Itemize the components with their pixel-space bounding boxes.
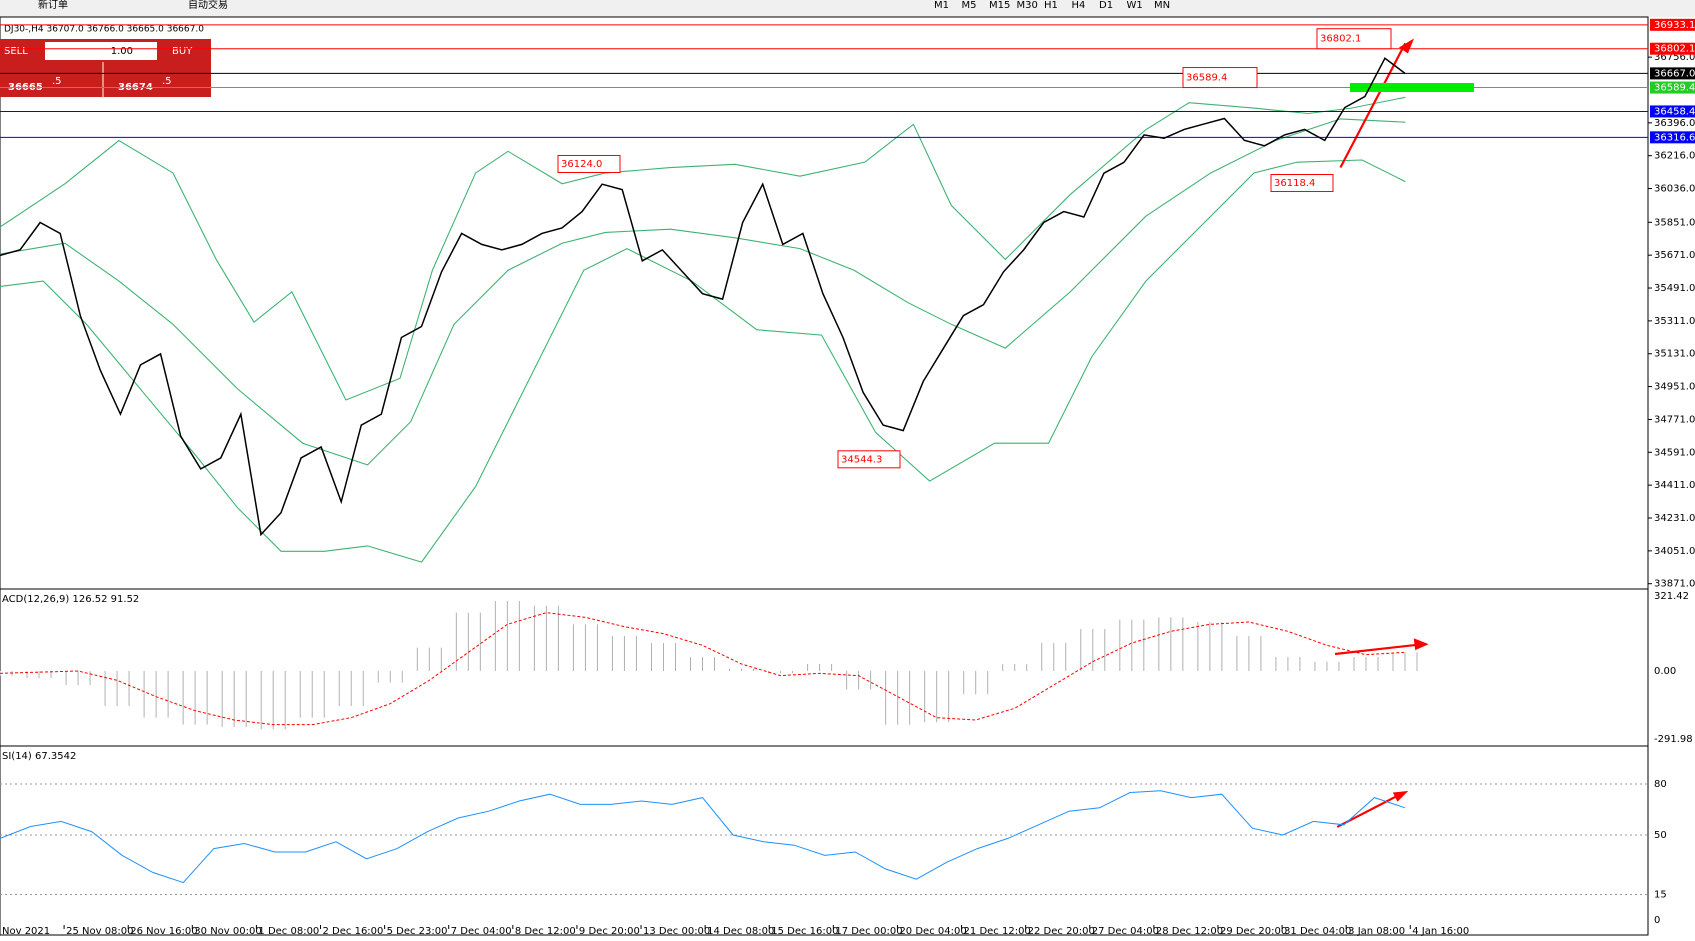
annotation-label: 34544.3 bbox=[841, 454, 882, 465]
time-label: 25 Nov 08:00 bbox=[66, 926, 133, 937]
price-level-label: 36589.4 bbox=[1654, 83, 1695, 94]
rsi-tick: 15 bbox=[1654, 890, 1667, 901]
price-level-tag bbox=[1650, 105, 1695, 118]
price-label: 33871.0 bbox=[1654, 579, 1695, 590]
price-label: 34771.0 bbox=[1654, 414, 1695, 425]
rsi-line bbox=[0, 790, 1406, 884]
timeframe-button[interactable]: M15 bbox=[989, 0, 1010, 11]
price-label: 36036.0 bbox=[1654, 184, 1695, 195]
timeframe-button[interactable]: M5 bbox=[962, 0, 977, 11]
rsi-tick: 50 bbox=[1654, 830, 1667, 841]
macd-label: ACD(12,26,9) 126.52 91.52 bbox=[2, 594, 139, 605]
time-label: 13 Dec 00:00 bbox=[643, 926, 710, 937]
price-level-label: 36667.0 bbox=[1654, 68, 1695, 79]
macd-signal bbox=[0, 612, 1406, 726]
annotation-box bbox=[557, 154, 621, 173]
price-label: 35671.0 bbox=[1654, 250, 1695, 261]
price-label: 35491.0 bbox=[1654, 283, 1695, 294]
price-label: 34591.0 bbox=[1654, 447, 1695, 458]
bollinger-bands bbox=[0, 96, 1406, 563]
time-label: 8 Dec 12:00 bbox=[515, 926, 576, 937]
time-label: 28 Dec 12:00 bbox=[1156, 926, 1223, 937]
price-label: 36396.0 bbox=[1654, 118, 1695, 129]
time-label: 27 Dec 04:00 bbox=[1092, 926, 1159, 937]
price-label: 35131.0 bbox=[1654, 349, 1695, 360]
drawn-arrows bbox=[1334, 38, 1429, 828]
time-label: 20 Dec 04:00 bbox=[899, 926, 966, 937]
price-label: 36216.0 bbox=[1654, 151, 1695, 162]
price-line bbox=[0, 57, 1406, 537]
time-label: Nov 2021 bbox=[2, 926, 50, 937]
bid-fraction[interactable]: .5 bbox=[52, 76, 62, 87]
price-level-tag bbox=[1650, 42, 1695, 55]
price-label: 34051.0 bbox=[1654, 546, 1695, 557]
trade-panel: SELL 1.00 BUY 36665 .5 36674 .5 bbox=[0, 39, 211, 97]
annotation-label: 36118.4 bbox=[1274, 178, 1315, 189]
annotation-box bbox=[837, 450, 901, 469]
annotation-box bbox=[1182, 67, 1258, 89]
rsi-tick: 80 bbox=[1654, 779, 1667, 790]
timeframe-button[interactable]: H4 bbox=[1072, 0, 1086, 11]
annotation-box bbox=[1270, 174, 1334, 193]
timeframe-button[interactable]: MN bbox=[1154, 0, 1170, 11]
sell-button[interactable]: SELL bbox=[4, 46, 28, 57]
rsi-label: SI(14) 67.3542 bbox=[2, 751, 76, 762]
price-label: 34411.0 bbox=[1654, 480, 1695, 491]
time-label: 5 Dec 23:00 bbox=[387, 926, 448, 937]
timeframe-button[interactable]: M1 bbox=[934, 0, 949, 11]
annotation-label: 36589.4 bbox=[1186, 73, 1227, 84]
time-label: 22 Dec 20:00 bbox=[1028, 926, 1095, 937]
price-level-label: 36802.1 bbox=[1654, 44, 1695, 55]
chart-header: DJ30-,H4 36707.0 36766.0 36665.0 36667.0 bbox=[4, 25, 204, 35]
time-label: 29 Dec 20:00 bbox=[1220, 926, 1287, 937]
annotation-label: 36124.0 bbox=[561, 159, 602, 170]
price-label: 35311.0 bbox=[1654, 316, 1695, 327]
timeframe-button[interactable]: M30 bbox=[1017, 0, 1038, 11]
time-label: 26 Nov 16:00 bbox=[130, 926, 197, 937]
annotation-box bbox=[1316, 28, 1392, 50]
toolbar bbox=[0, 0, 1695, 17]
price-level-label: 36316.6 bbox=[1654, 132, 1695, 143]
time-label: 21 Dec 12:00 bbox=[964, 926, 1031, 937]
time-label: 7 Dec 04:00 bbox=[451, 926, 512, 937]
time-label: 1 Dec 08:00 bbox=[258, 926, 319, 937]
price-level-label: 36933.1 bbox=[1654, 20, 1695, 31]
time-label: 17 Dec 00:00 bbox=[835, 926, 902, 937]
time-label: 3 Jan 08:00 bbox=[1348, 926, 1405, 937]
time-label: 2 Dec 16:00 bbox=[323, 926, 384, 937]
price-label: 34231.0 bbox=[1654, 513, 1695, 524]
macd-tick: -291.98 bbox=[1654, 734, 1693, 745]
macd-tick: 321.42 bbox=[1654, 591, 1689, 602]
ask-fraction[interactable]: .5 bbox=[162, 76, 172, 87]
price-level-tag bbox=[1650, 131, 1695, 144]
auto-trading[interactable]: 自动交易 bbox=[188, 0, 228, 11]
time-label: 14 Dec 08:00 bbox=[707, 926, 774, 937]
timeframe-button[interactable]: H1 bbox=[1044, 0, 1058, 11]
time-label: 31 Dec 04:00 bbox=[1284, 926, 1351, 937]
price-level-tag bbox=[1650, 81, 1695, 94]
macd-tick: 0.00 bbox=[1654, 666, 1676, 677]
price-label: 36756.0 bbox=[1654, 52, 1695, 63]
time-label: 30 Nov 00:00 bbox=[194, 926, 261, 937]
timeframe-button[interactable]: W1 bbox=[1127, 0, 1143, 11]
rsi-tick: 0 bbox=[1654, 915, 1660, 926]
new-order[interactable]: 新订单 bbox=[38, 0, 68, 11]
price-label: 35851.0 bbox=[1654, 217, 1695, 228]
price-level-tag bbox=[1650, 18, 1695, 31]
price-level-label: 36458.4 bbox=[1654, 106, 1695, 117]
time-label: 9 Dec 20:00 bbox=[579, 926, 640, 937]
time-label: 4 Jan 16:00 bbox=[1412, 926, 1469, 937]
time-label: 15 Dec 16:00 bbox=[771, 926, 838, 937]
lot-size[interactable]: 1.00 bbox=[111, 46, 133, 57]
annotation-label: 36802.1 bbox=[1320, 34, 1361, 45]
timeframe-button[interactable]: D1 bbox=[1099, 0, 1113, 11]
price-level-tag bbox=[1650, 67, 1695, 80]
buy-button[interactable]: BUY bbox=[172, 46, 193, 57]
price-label: 34951.0 bbox=[1654, 382, 1695, 393]
